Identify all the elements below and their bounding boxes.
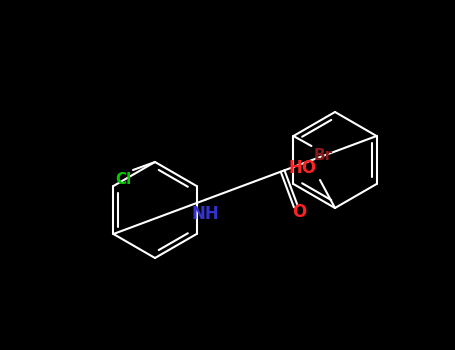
Text: Cl: Cl	[115, 172, 131, 187]
Text: Br: Br	[313, 148, 333, 163]
Text: HO: HO	[289, 159, 317, 177]
Text: O: O	[292, 203, 306, 220]
Text: NH: NH	[192, 205, 219, 223]
